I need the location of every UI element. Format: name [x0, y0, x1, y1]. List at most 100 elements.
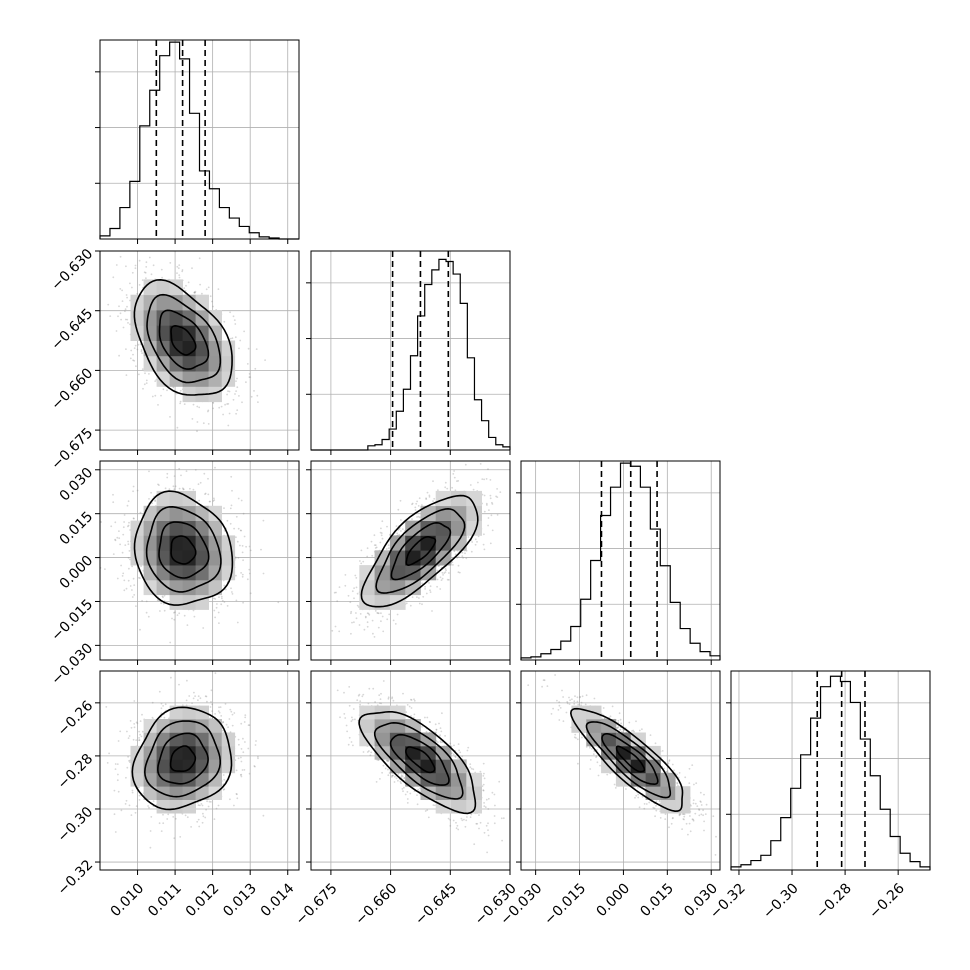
sample-point — [141, 352, 144, 354]
sample-point — [136, 489, 139, 492]
sample-point — [485, 478, 488, 480]
sample-point — [213, 499, 216, 501]
sample-point — [160, 602, 163, 605]
sample-point — [496, 496, 499, 498]
sample-point — [140, 349, 143, 351]
sample-point — [138, 259, 141, 262]
sample-point — [212, 305, 214, 308]
sample-point — [166, 476, 169, 479]
sample-point — [138, 284, 141, 286]
sample-point — [220, 405, 223, 408]
density-cell — [195, 520, 209, 536]
sample-point — [249, 592, 252, 595]
sample-point — [157, 404, 159, 406]
sample-point — [238, 395, 240, 397]
sample-point — [344, 584, 347, 587]
sample-point — [221, 597, 223, 600]
sample-point — [262, 814, 265, 817]
sample-point — [380, 534, 383, 537]
sample-point — [349, 601, 352, 604]
sample-point — [457, 556, 460, 558]
sample-point — [474, 543, 477, 546]
sample-point — [254, 367, 257, 370]
sample-point — [239, 544, 241, 547]
sample-point — [444, 486, 447, 489]
sample-point — [202, 422, 205, 425]
sample-point — [140, 565, 143, 567]
sample-point — [226, 403, 229, 405]
sample-point — [127, 543, 130, 546]
density-cell — [169, 520, 183, 536]
sample-point — [130, 349, 133, 352]
sample-point — [331, 629, 334, 632]
sample-point — [202, 627, 205, 629]
sample-point — [139, 628, 141, 631]
sample-point — [234, 323, 237, 325]
sample-point — [415, 502, 418, 505]
sample-point — [364, 616, 367, 619]
sample-point — [178, 276, 181, 279]
sample-point — [119, 255, 122, 258]
panel-content-r3-c2 — [311, 461, 510, 660]
sample-point — [432, 480, 434, 483]
sample-point — [380, 527, 382, 530]
sample-point — [160, 268, 163, 271]
sample-point — [169, 641, 172, 644]
sample-point — [126, 504, 129, 507]
sample-point — [122, 326, 125, 329]
sample-point — [122, 572, 125, 575]
sample-point — [132, 490, 135, 493]
density-cell — [130, 310, 144, 326]
sample-point — [137, 343, 140, 346]
sample-point — [229, 311, 232, 314]
sample-point — [211, 300, 213, 303]
sample-point — [240, 529, 243, 532]
sample-point — [226, 605, 229, 607]
sample-point — [144, 271, 147, 274]
sample-point — [181, 269, 184, 271]
sample-point — [241, 769, 244, 771]
density-cell — [420, 505, 437, 521]
sample-point — [237, 497, 240, 500]
sample-point — [429, 591, 432, 593]
sample-point — [239, 529, 242, 532]
sample-point — [193, 291, 196, 294]
sample-point — [429, 585, 432, 588]
sample-point — [115, 330, 118, 332]
sample-point — [138, 794, 141, 797]
contour-level-1 — [405, 536, 437, 567]
sample-point — [183, 403, 186, 405]
sample-point — [210, 701, 212, 703]
sample-point — [120, 318, 122, 321]
sample-point — [355, 617, 358, 620]
sample-point — [124, 318, 127, 321]
sample-point — [425, 497, 427, 500]
sample-point — [207, 286, 210, 289]
density-cell — [156, 371, 170, 387]
density-cell — [195, 565, 209, 581]
sample-point — [151, 502, 153, 505]
sample-point — [235, 515, 238, 518]
sample-point — [223, 320, 226, 323]
sample-point — [248, 568, 251, 571]
sample-point — [456, 480, 458, 482]
sample-point — [194, 291, 196, 294]
sample-point — [241, 401, 243, 404]
sample-point — [131, 271, 134, 274]
density-cell — [389, 550, 406, 566]
density-cell — [169, 550, 183, 566]
sample-point — [453, 550, 456, 553]
density-cell — [182, 550, 196, 566]
sample-point — [214, 598, 217, 600]
sample-point — [396, 613, 399, 616]
sample-point — [124, 544, 127, 546]
sample-point — [248, 545, 251, 548]
sample-point — [179, 400, 182, 403]
sample-point — [173, 611, 175, 614]
sample-point — [228, 390, 231, 393]
sample-point — [392, 619, 395, 622]
sample-point — [193, 291, 196, 294]
sample-point — [125, 294, 128, 296]
sample-point — [176, 265, 179, 268]
density-cell — [451, 505, 467, 521]
